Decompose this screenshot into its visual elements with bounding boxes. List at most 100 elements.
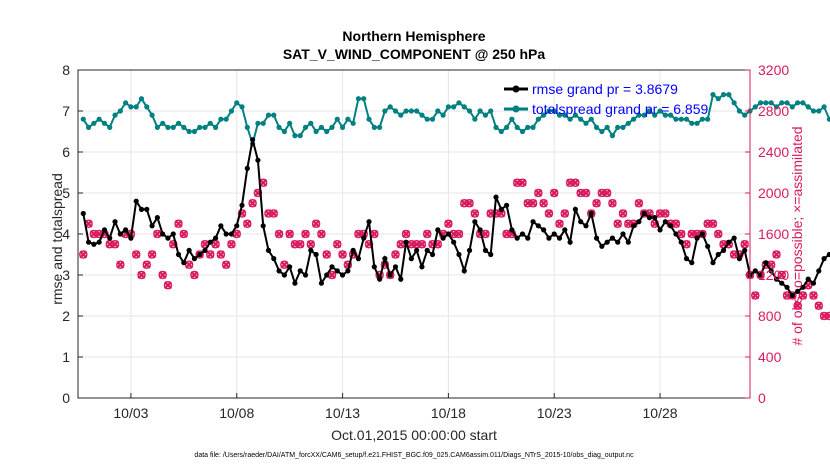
rmse-point xyxy=(683,256,690,262)
obs-possible-point xyxy=(523,199,533,208)
totalspread-point xyxy=(435,108,441,114)
obs-possible-point xyxy=(79,250,88,259)
obs-assimilated-point xyxy=(661,209,670,218)
totalspread-point xyxy=(593,124,600,130)
x-tick-label: 10/28 xyxy=(643,405,678,421)
obs-possible-point xyxy=(422,229,432,239)
rmse-point xyxy=(710,260,716,266)
totalspread-point xyxy=(588,116,594,122)
rmse-point xyxy=(244,165,250,171)
totalspread-point xyxy=(429,116,436,122)
obs-possible-point xyxy=(333,240,342,249)
totalspread-point xyxy=(292,133,298,139)
totalspread-point xyxy=(202,124,208,130)
x-tick-label: 10/03 xyxy=(113,405,148,421)
obs-assimilated-point xyxy=(190,271,199,279)
obs-possible-point xyxy=(539,199,548,208)
y-right-tick-label: 2000 xyxy=(758,185,789,201)
obs-possible-point xyxy=(264,209,273,218)
totalspread-point xyxy=(339,124,346,130)
obs-assimilated-point xyxy=(417,240,426,249)
totalspread-point xyxy=(630,116,637,122)
totalspread-point xyxy=(530,124,536,130)
rmse-point xyxy=(662,219,668,225)
totalspread-point xyxy=(456,100,462,106)
rmse-point xyxy=(123,227,129,233)
totalspread-point xyxy=(144,104,150,110)
obs-assimilated-point xyxy=(269,209,278,218)
obs-possible-point xyxy=(788,291,797,300)
totalspread-point xyxy=(583,120,589,126)
obs-assimilated-point xyxy=(714,230,723,238)
y-right-tick-label: 800 xyxy=(758,308,782,324)
totalspread-point xyxy=(244,124,250,130)
totalspread-point xyxy=(271,112,277,118)
obs-possible-point xyxy=(142,260,152,269)
rmse-point xyxy=(757,272,764,278)
rmse-point xyxy=(715,251,721,258)
obs-possible-point xyxy=(216,250,226,259)
rmse-point xyxy=(371,264,377,270)
rmse-point xyxy=(234,223,240,229)
obs-possible-point xyxy=(396,240,406,249)
obs-assimilated-point xyxy=(142,260,151,269)
totalspread-point xyxy=(805,104,811,110)
rmse-point xyxy=(514,235,520,241)
obs-assimilated-point xyxy=(634,199,643,208)
totalspread-point xyxy=(720,92,727,98)
y-right-tick-label: 2800 xyxy=(758,103,789,119)
totalspread-point xyxy=(107,124,113,130)
rmse-point xyxy=(461,268,467,274)
totalspread-point xyxy=(736,108,743,114)
totalspread-point xyxy=(403,108,409,114)
totalspread-point xyxy=(731,100,737,106)
rmse-point xyxy=(424,247,430,253)
totalspread-point xyxy=(509,116,515,122)
totalspread-point xyxy=(678,116,684,122)
rmse-point xyxy=(265,247,272,253)
obs-possible-point xyxy=(708,219,718,228)
rmse-point xyxy=(562,227,568,233)
obs-possible-point xyxy=(280,260,289,269)
rmse-point xyxy=(101,227,108,233)
rmse-point xyxy=(112,219,118,225)
totalspread-point xyxy=(800,100,806,106)
obs-assimilated-point xyxy=(423,230,432,238)
totalspread-point xyxy=(350,120,356,126)
rmse-point xyxy=(519,231,526,237)
y-right-tick-label: 3200 xyxy=(758,62,789,78)
obs-possible-point xyxy=(491,209,501,218)
x-tick-label: 10/08 xyxy=(219,405,254,421)
totalspread-point xyxy=(498,128,504,135)
totalspread-point xyxy=(488,108,494,114)
totalspread-point xyxy=(212,124,219,130)
totalspread-point xyxy=(345,116,351,122)
rmse-point xyxy=(170,231,176,237)
rmse-point xyxy=(572,206,578,212)
totalspread-point xyxy=(91,120,97,126)
rmse-point xyxy=(530,219,536,225)
x-tick-label: 10/18 xyxy=(431,405,466,421)
totalspread-point xyxy=(265,112,272,118)
obs-possible-point xyxy=(444,219,453,228)
obs-possible-point xyxy=(793,301,802,310)
obs-possible-point xyxy=(740,240,749,249)
totalspread-point xyxy=(445,104,451,110)
totalspread-point xyxy=(387,104,393,110)
totalspread-point xyxy=(181,124,187,130)
obs-possible-point xyxy=(190,270,199,280)
rmse-point xyxy=(636,219,642,225)
legend-rmse-label: rmse grand pr = 3.8679 xyxy=(532,81,678,97)
obs-assimilated-point xyxy=(111,240,120,249)
obs-possible-point xyxy=(470,209,480,218)
obs-possible-point xyxy=(555,219,564,228)
totalspread-point xyxy=(313,128,319,135)
totalspread-point xyxy=(503,124,510,130)
rmse-point xyxy=(773,276,780,282)
rmse-point xyxy=(763,260,769,266)
totalspread-point xyxy=(810,108,817,114)
legend-spread-label: totalspread grand pr = 6.859 xyxy=(532,101,709,117)
obs-possible-point xyxy=(243,219,252,228)
totalspread-point xyxy=(101,120,108,126)
rmse-point xyxy=(472,219,478,225)
